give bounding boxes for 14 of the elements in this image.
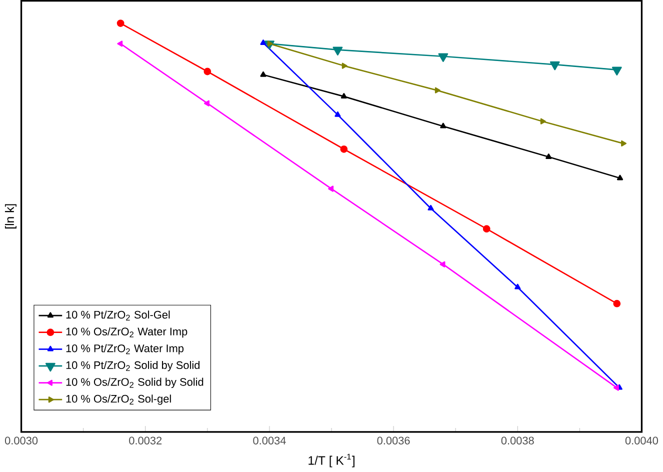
x-tick-label: 0.0040	[625, 436, 658, 445]
legend-label: 10 % Os/ZrO$_{2}$ Sol-gel	[66, 394, 171, 405]
legend-label: 10 % Pt/ZrO$_{2}$ Solid by Solid	[66, 361, 200, 372]
x-tick-label: 0.0030	[4, 436, 38, 445]
x-axis-title: 1/T [ K$^{-1}$]	[308, 454, 354, 468]
x-tick-label: 0.0038	[501, 436, 534, 445]
legend-label: 10 % Pt/ZrO$_{2}$ Sol-Gel	[66, 310, 170, 321]
legend-label: 10 % Os/ZrO$_{2}$ Solid by Solid	[66, 378, 204, 388]
legend-label: 10 % Os/ZrO$_{2}$ Water Imp	[66, 327, 188, 338]
x-tick-label: 0.0032	[129, 436, 162, 445]
legend-label: 10 % Pt/ZrO$_{2}$ Water Imp	[66, 344, 184, 354]
x-tick-label: 0.0036	[377, 436, 410, 445]
x-tick-label: 0.0034	[253, 436, 286, 445]
y-axis-title: [ln k]	[4, 204, 16, 229]
